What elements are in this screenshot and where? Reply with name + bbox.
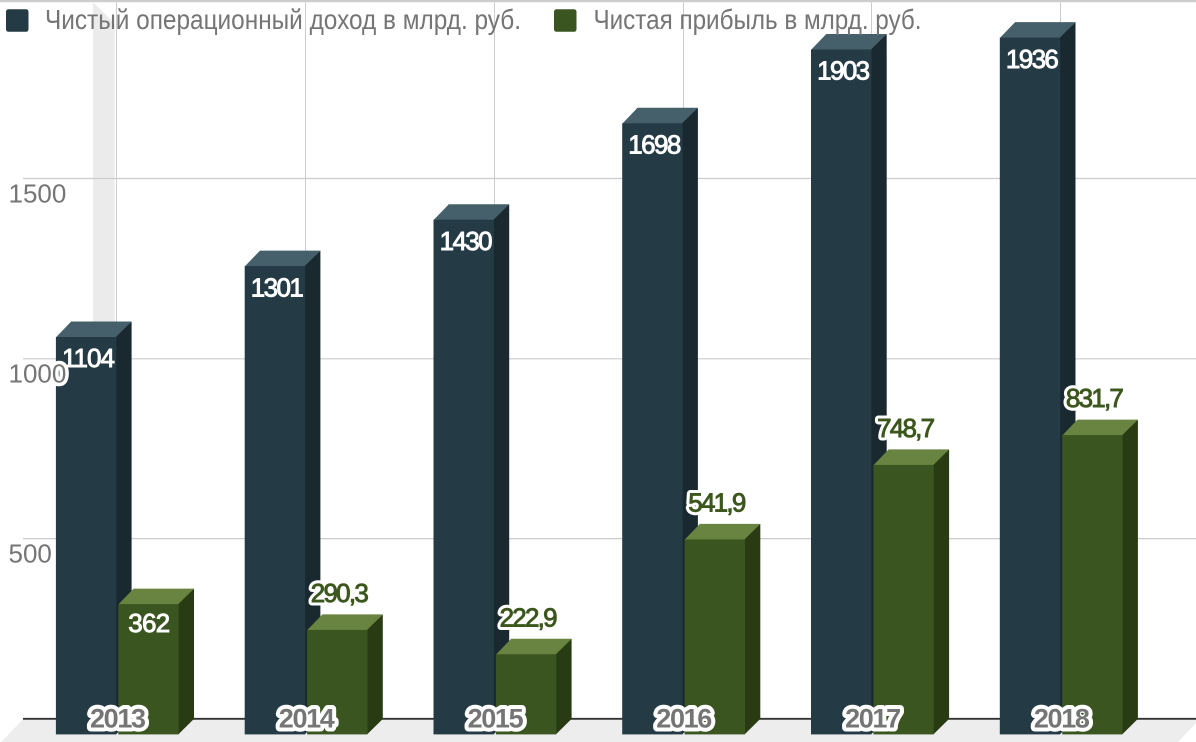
svg-text:831,7: 831,7 <box>1066 383 1124 413</box>
svg-text:1000: 1000 <box>9 359 67 389</box>
svg-text:1698: 1698 <box>628 130 681 160</box>
svg-text:2014: 2014 <box>279 704 335 734</box>
svg-text:1500: 1500 <box>9 179 67 209</box>
svg-text:2013: 2013 <box>90 704 146 734</box>
svg-text:1903: 1903 <box>817 56 870 86</box>
svg-text:500: 500 <box>9 538 52 568</box>
svg-text:2013: 2013 <box>90 704 146 734</box>
svg-text:2014: 2014 <box>279 704 335 734</box>
svg-text:1000: 1000 <box>9 359 67 389</box>
svg-text:500: 500 <box>9 538 52 568</box>
svg-text:2018: 2018 <box>1034 704 1090 734</box>
svg-text:2018: 2018 <box>1034 704 1090 734</box>
svg-text:2015: 2015 <box>468 704 524 734</box>
svg-text:2016: 2016 <box>656 704 712 734</box>
svg-text:1500: 1500 <box>9 179 67 209</box>
svg-text:Чистый операционный доход в мл: Чистый операционный доход в млрд. руб. <box>45 4 521 35</box>
svg-text:748,7: 748,7 <box>877 413 935 443</box>
svg-text:1936: 1936 <box>1006 44 1059 74</box>
svg-text:2015: 2015 <box>468 704 524 734</box>
svg-text:541,9: 541,9 <box>688 488 746 518</box>
svg-text:1430: 1430 <box>440 226 493 256</box>
svg-text:362: 362 <box>128 608 170 638</box>
svg-text:290,3: 290,3 <box>311 578 369 608</box>
svg-text:2017: 2017 <box>845 704 901 734</box>
svg-text:222,9: 222,9 <box>500 602 558 632</box>
svg-text:541,9: 541,9 <box>688 488 746 518</box>
svg-text:290,3: 290,3 <box>311 578 369 608</box>
svg-text:748,7: 748,7 <box>877 413 935 443</box>
svg-text:2016: 2016 <box>656 704 712 734</box>
svg-text:Чистая прибыль в млрд. руб.: Чистая прибыль в млрд. руб. <box>594 4 922 35</box>
svg-text:1301: 1301 <box>251 272 304 302</box>
svg-text:2017: 2017 <box>845 704 901 734</box>
svg-text:222,9: 222,9 <box>500 602 558 632</box>
svg-text:831,7: 831,7 <box>1066 383 1124 413</box>
svg-text:1104: 1104 <box>62 343 115 373</box>
